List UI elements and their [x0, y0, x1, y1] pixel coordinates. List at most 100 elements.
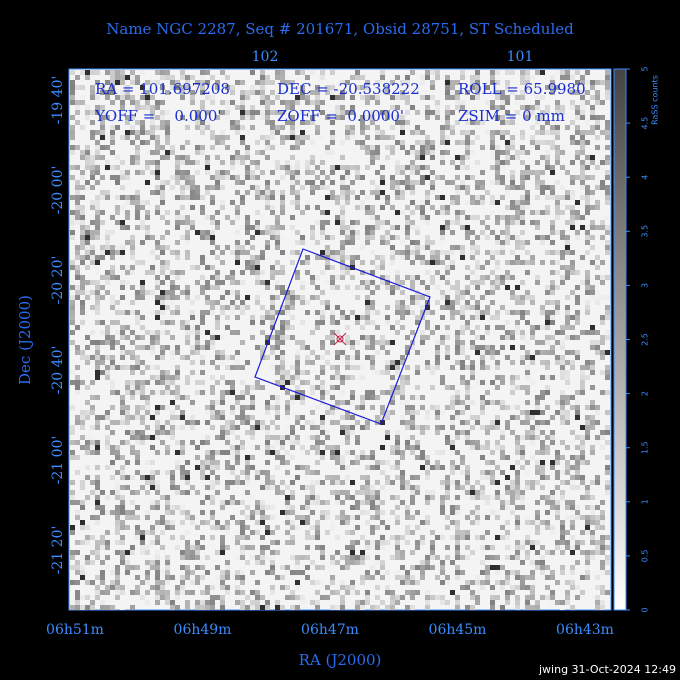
pixel	[265, 200, 270, 205]
pixel	[95, 165, 100, 170]
pixel	[605, 70, 610, 75]
pixel	[295, 240, 300, 245]
pixel	[200, 390, 205, 395]
pixel	[180, 175, 185, 180]
pixel	[315, 95, 320, 100]
pixel	[300, 300, 305, 305]
pixel	[255, 580, 260, 585]
pixel	[520, 240, 525, 245]
pixel	[535, 560, 540, 565]
pixel	[400, 130, 405, 135]
pixel	[550, 90, 555, 95]
pixel	[180, 205, 185, 210]
pixel	[530, 455, 535, 460]
pixel	[105, 80, 110, 85]
pixel	[495, 465, 500, 470]
pixel	[240, 200, 245, 205]
pixel	[120, 245, 125, 250]
pixel	[570, 290, 575, 295]
pixel	[115, 95, 120, 100]
pixel	[355, 315, 360, 320]
pixel	[340, 400, 345, 405]
pixel	[535, 530, 540, 535]
pixel	[490, 425, 495, 430]
pixel	[245, 155, 250, 160]
pixel	[165, 430, 170, 435]
pixel	[420, 405, 425, 410]
pixel	[225, 585, 230, 590]
pixel	[100, 570, 105, 575]
pixel	[455, 485, 460, 490]
pixel	[605, 170, 610, 175]
pixel	[315, 325, 320, 330]
pixel	[155, 165, 160, 170]
pixel	[105, 555, 110, 560]
pixel	[410, 405, 415, 410]
pixel	[465, 530, 470, 535]
pixel	[170, 380, 175, 385]
pixel	[80, 380, 85, 385]
pixel	[335, 550, 340, 555]
pixel	[515, 235, 520, 240]
pixel	[405, 410, 410, 415]
pixel	[545, 205, 550, 210]
pixel	[390, 480, 395, 485]
pixel	[220, 250, 225, 255]
pixel	[210, 480, 215, 485]
pixel	[575, 390, 580, 395]
pixel	[195, 575, 200, 580]
pixel	[560, 520, 565, 525]
pixel	[255, 210, 260, 215]
pixel	[595, 125, 600, 130]
pixel	[450, 450, 455, 455]
pixel	[515, 255, 520, 260]
pixel	[245, 190, 250, 195]
pixel	[120, 495, 125, 500]
pixel	[530, 545, 535, 550]
pixel	[570, 190, 575, 195]
pixel	[210, 450, 215, 455]
pixel	[280, 370, 285, 375]
pixel	[585, 430, 590, 435]
pixel	[435, 260, 440, 265]
pixel	[190, 195, 195, 200]
pixel	[485, 440, 490, 445]
pixel	[555, 195, 560, 200]
pixel	[390, 290, 395, 295]
pixel	[605, 95, 610, 100]
pixel	[395, 235, 400, 240]
pixel	[270, 435, 275, 440]
pixel	[570, 105, 575, 110]
pixel	[535, 400, 540, 405]
pixel	[590, 330, 595, 335]
pixel	[430, 545, 435, 550]
pixel	[560, 405, 565, 410]
pixel	[395, 145, 400, 150]
pixel	[455, 435, 460, 440]
pixel	[360, 280, 365, 285]
pixel	[570, 325, 575, 330]
pixel	[290, 480, 295, 485]
pixel	[600, 180, 605, 185]
pixel	[500, 160, 505, 165]
pixel	[385, 90, 390, 95]
pixel	[105, 440, 110, 445]
pixel	[85, 255, 90, 260]
pixel	[265, 570, 270, 575]
pixel	[85, 190, 90, 195]
pixel	[270, 395, 275, 400]
pixel	[210, 195, 215, 200]
pixel	[465, 200, 470, 205]
pixel	[70, 130, 75, 135]
pixel	[110, 320, 115, 325]
pixel	[160, 85, 165, 90]
pixel	[505, 535, 510, 540]
pixel	[70, 565, 75, 570]
pixel	[410, 280, 415, 285]
pixel	[335, 220, 340, 225]
pixel	[415, 525, 420, 530]
pixel	[415, 410, 420, 415]
pixel	[120, 185, 125, 190]
pixel	[70, 220, 75, 225]
pixel	[465, 440, 470, 445]
